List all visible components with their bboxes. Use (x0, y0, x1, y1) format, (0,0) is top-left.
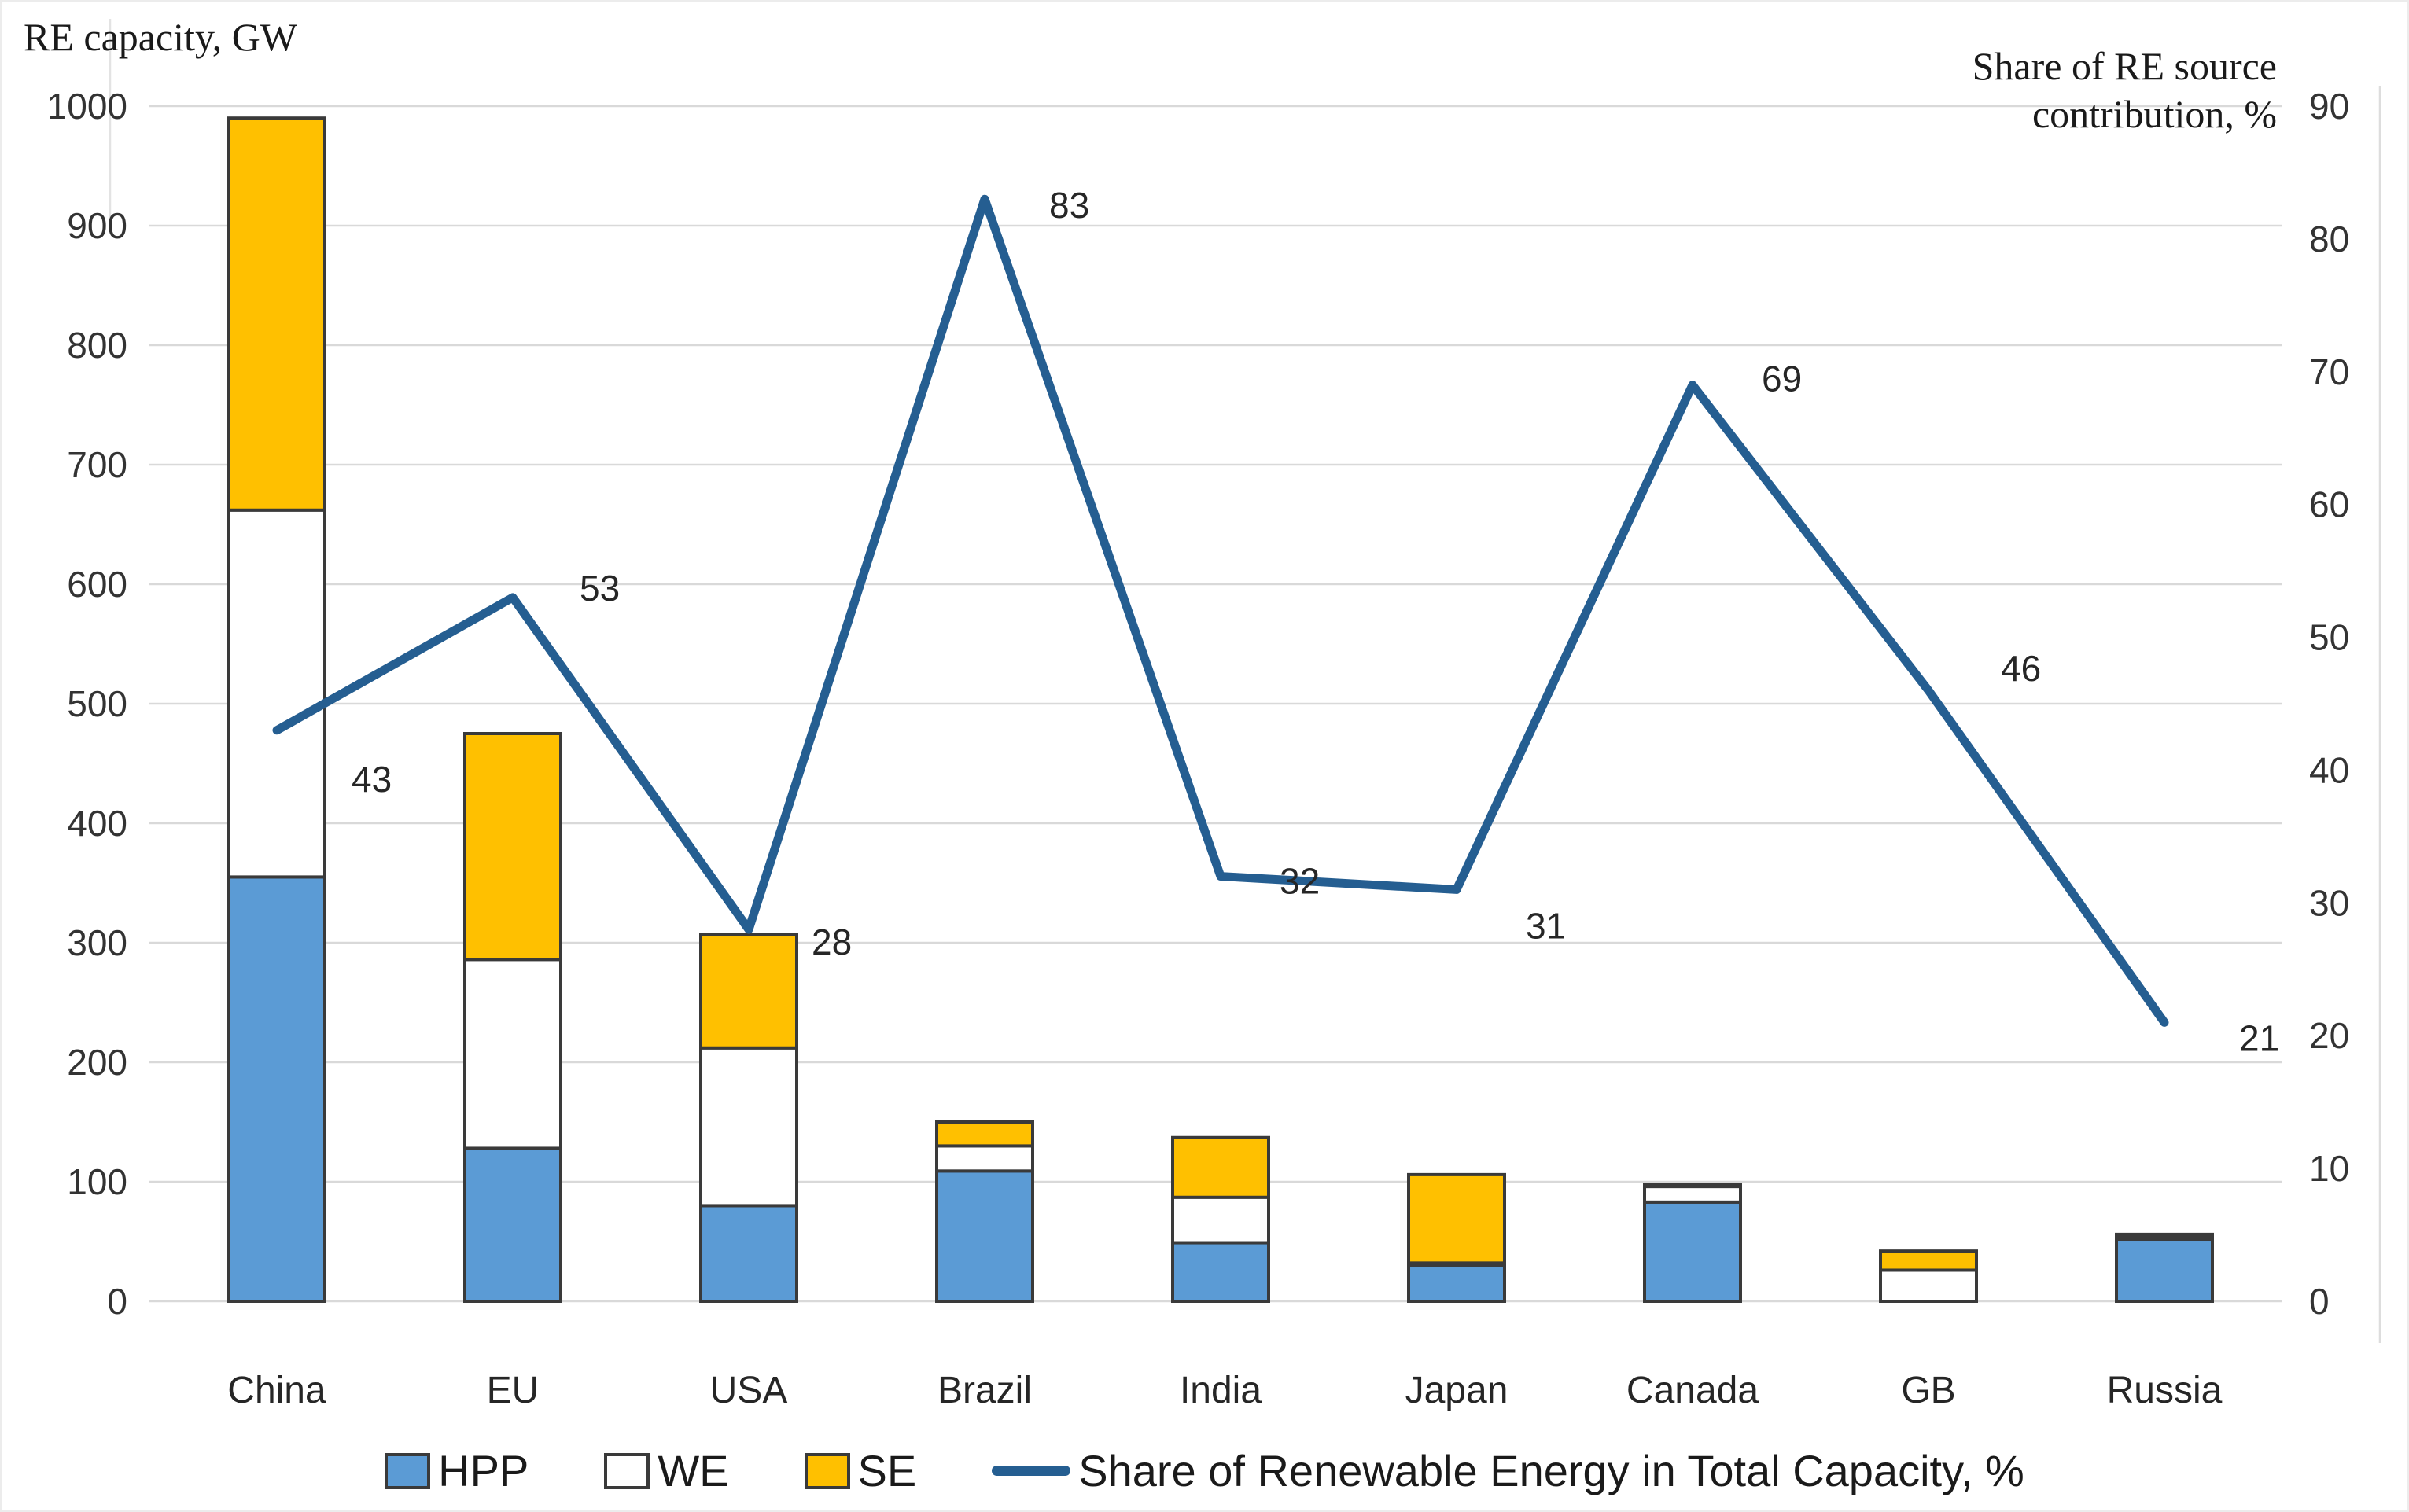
bar-segment-hpp-russia (2115, 1237, 2214, 1303)
category-label-gb: GB (1901, 1370, 1955, 1411)
category-label-brazil: Brazil (937, 1370, 1032, 1411)
line-data-label: 43 (352, 759, 392, 800)
category-label-china: China (227, 1370, 326, 1411)
bar-segment-se-china (227, 116, 326, 512)
right-axis-tick-label: 30 (2309, 882, 2349, 923)
bar-segment-se-gb (1879, 1249, 1978, 1272)
bar-segment-se-brazil (935, 1120, 1034, 1148)
category-label-canada: Canada (1626, 1370, 1759, 1411)
left-axis-tick-label: 500 (67, 683, 127, 724)
line-data-label: 69 (1762, 359, 1802, 399)
line-data-label: 83 (1049, 185, 1089, 226)
left-axis-tick-label: 600 (67, 564, 127, 605)
right-axis-tick-label: 0 (2309, 1281, 2330, 1322)
line-data-label: 32 (1280, 861, 1320, 902)
trend-line-swatch-icon (992, 1466, 1071, 1476)
legend-label-we: WE (658, 1446, 729, 1495)
line-data-label: 28 (812, 922, 852, 962)
left-axis-tick-label: 900 (67, 205, 127, 246)
bar-segment-se-russia (2115, 1232, 2214, 1238)
right-axis-tick-label: 10 (2309, 1148, 2349, 1189)
bar-segment-we-gb (1879, 1268, 1978, 1303)
left-axis-tick-label: 100 (67, 1161, 127, 1202)
category-label-japan: Japan (1405, 1370, 1508, 1411)
bar-segment-se-eu (463, 732, 562, 962)
right-axis-tick-label: 80 (2309, 219, 2349, 259)
legend-item-share-line: Share of Renewable Energy in Total Capac… (992, 1445, 2024, 1496)
left-axis-tick-label: 1000 (47, 86, 127, 127)
right-axis-tick-label: 70 (2309, 351, 2349, 392)
bar-segment-we-china (227, 508, 326, 879)
bar-segment-hpp-india (1171, 1241, 1270, 1304)
legend-label-share-line: Share of Renewable Energy in Total Capac… (1078, 1446, 2024, 1495)
bar-segment-we-canada (1643, 1185, 1742, 1204)
bar-segment-we-india (1171, 1195, 1270, 1245)
bar-segment-hpp-eu (463, 1146, 562, 1303)
se-swatch-icon (804, 1452, 850, 1489)
legend: HPP WE SE Share of Renewable Energy in T… (2, 1445, 2407, 1496)
right-axis-title: Share of RE source contribution, % (1972, 44, 2277, 136)
category-label-russia: Russia (2107, 1370, 2223, 1411)
line-data-label: 21 (2239, 1017, 2279, 1058)
right-axis-tick-label: 60 (2309, 484, 2349, 525)
bar-segment-se-canada (1643, 1183, 1742, 1189)
category-label-usa: USA (710, 1370, 788, 1411)
category-label-eu: EU (487, 1370, 540, 1411)
bar-segment-hpp-japan (1407, 1264, 1506, 1304)
right-axis-tick-label: 20 (2309, 1015, 2349, 1056)
share-trend-line (272, 194, 2169, 1027)
we-swatch-icon (604, 1452, 650, 1489)
left-axis-tick-label: 200 (67, 1042, 127, 1083)
bar-segment-hpp-usa (699, 1204, 798, 1304)
bar-segment-we-eu (463, 958, 562, 1150)
right-axis-tick-label: 40 (2309, 749, 2349, 790)
bar-segment-hpp-china (227, 875, 326, 1303)
bar-segment-hpp-brazil (935, 1169, 1034, 1303)
legend-label-hpp: HPP (438, 1446, 529, 1495)
category-label-india: India (1180, 1370, 1262, 1411)
legend-item-hpp: HPP (385, 1445, 529, 1496)
bar-segment-se-japan (1407, 1172, 1506, 1265)
bar-segment-we-brazil (935, 1144, 1034, 1173)
right-axis-tick-label: 50 (2309, 617, 2349, 658)
bar-segment-se-india (1171, 1135, 1270, 1199)
bar-segment-we-usa (699, 1046, 798, 1208)
legend-label-se: SE (857, 1446, 917, 1495)
left-axis-tick-label: 700 (67, 444, 127, 485)
legend-item-we: WE (604, 1445, 729, 1496)
bar-segment-se-usa (699, 933, 798, 1050)
bar-segment-hpp-canada (1643, 1200, 1742, 1303)
hpp-swatch-icon (385, 1452, 431, 1489)
left-axis-tick-label: 300 (67, 922, 127, 963)
line-data-label: 31 (1526, 905, 1566, 946)
left-axis-title: RE capacity, GW (24, 15, 297, 59)
left-axis-tick-label: 0 (107, 1281, 127, 1322)
line-data-label: 46 (2001, 648, 2041, 689)
legend-item-se: SE (804, 1445, 917, 1496)
right-axis-tick-label: 90 (2309, 86, 2349, 127)
line-data-label: 53 (580, 568, 620, 609)
left-axis-tick-label: 400 (67, 803, 127, 844)
left-axis-tick-label: 800 (67, 325, 127, 366)
